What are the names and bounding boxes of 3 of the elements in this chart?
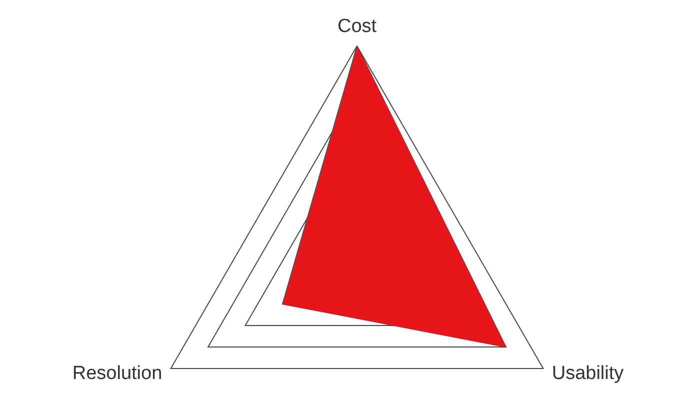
spoke-label: Usability bbox=[552, 363, 624, 384]
spoke-label: Cost bbox=[337, 16, 378, 37]
spoke-label: Resolution bbox=[72, 363, 162, 384]
